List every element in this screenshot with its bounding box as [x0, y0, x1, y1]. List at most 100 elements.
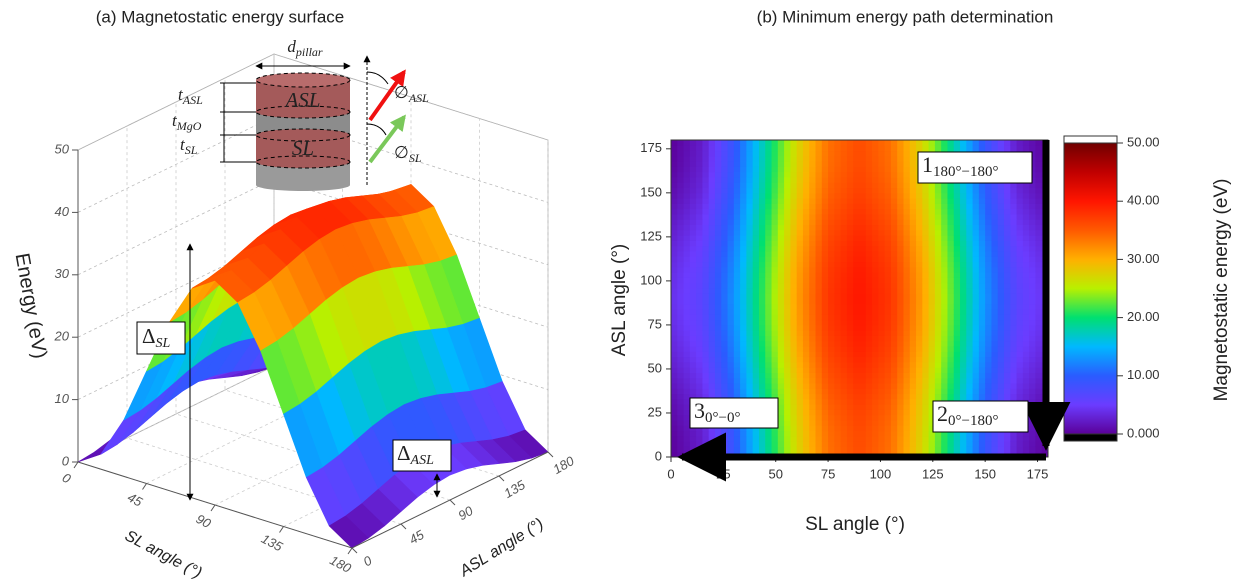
contour-cell: [884, 309, 892, 315]
contour-cell: [740, 293, 747, 299]
contour-cell: [903, 303, 911, 310]
contour-cell: [947, 361, 955, 368]
contour-cell: [784, 245, 791, 252]
contour-cell: [890, 192, 898, 199]
contour-cell: [708, 303, 716, 310]
contour-cell: [972, 367, 980, 373]
contour-cell: [765, 203, 773, 210]
contour-cell: [771, 250, 779, 257]
contour-cell: [784, 287, 791, 294]
contour-cell: [689, 176, 697, 183]
contour-cell: [746, 203, 754, 210]
contour-cell: [934, 388, 942, 395]
contour-cell: [702, 219, 710, 226]
contour-cell: [903, 229, 911, 236]
contour-cell: [771, 430, 779, 437]
contour-cell: [934, 367, 942, 373]
contour-cell: [796, 435, 804, 442]
contour-cell: [991, 282, 999, 289]
contour-cell: [740, 272, 747, 278]
x-axis-title: SL angle (°): [805, 514, 905, 535]
contour-cell: [1029, 324, 1036, 331]
contour-cell: [890, 377, 898, 384]
contour-cell: [890, 224, 898, 231]
contour-cell: [777, 420, 785, 426]
contour-cell: [966, 182, 974, 189]
contour-cell: [815, 282, 823, 289]
contour-cell: [897, 356, 904, 363]
contour-cell: [922, 203, 930, 210]
contour-cell: [1035, 145, 1043, 152]
contour-cell: [689, 393, 697, 400]
contour-cell: [928, 372, 936, 379]
contour-cell: [721, 324, 729, 331]
contour-cell: [1035, 187, 1043, 194]
contour-cell: [840, 367, 848, 373]
contour-cell: [771, 346, 779, 352]
contour-cell: [809, 367, 817, 373]
contour-cell: [947, 256, 955, 263]
contour-cell: [784, 404, 791, 410]
contour-cell: [947, 383, 955, 389]
contour-cell: [834, 346, 842, 352]
contour-cell: [960, 208, 967, 215]
contour-cell: [702, 145, 710, 152]
contour-cell: [922, 361, 930, 368]
contour-cell: [865, 377, 873, 384]
contour-cell: [1029, 229, 1036, 236]
contour-cell: [872, 293, 879, 299]
contour-cell: [897, 335, 904, 342]
contour-cell: [972, 330, 980, 336]
contour-cell: [928, 208, 936, 215]
z-tick-label: 20: [54, 329, 70, 344]
contour-cell: [746, 287, 754, 294]
contour-cell: [960, 335, 967, 342]
contour-cell: [683, 398, 691, 405]
contour-cell: [872, 208, 879, 215]
contour-cell: [683, 161, 691, 167]
contour-cell: [960, 377, 967, 384]
contour-cell: [727, 314, 735, 321]
contour-cell: [727, 213, 735, 220]
contour-cell: [671, 287, 678, 294]
contour-cell: [746, 266, 754, 273]
contour-cell: [1016, 346, 1024, 352]
contour-cell: [733, 155, 741, 162]
contour-cell: [1035, 346, 1043, 352]
contour-cell: [1010, 261, 1018, 268]
contour-cell: [916, 187, 923, 194]
contour-cell: [978, 367, 986, 373]
contour-cell: [784, 330, 791, 336]
contour-cell: [784, 314, 791, 321]
contour-cell: [809, 335, 817, 342]
contour-cell: [696, 435, 703, 442]
contour-cell: [821, 282, 829, 289]
contour-cell: [777, 140, 785, 146]
contour-cell: [708, 324, 716, 331]
contour-cell: [872, 340, 879, 347]
contour-cell: [947, 393, 955, 400]
contour-cell: [702, 282, 710, 289]
contour-cell: [821, 171, 829, 178]
contour-cell: [796, 383, 804, 389]
contour-cell: [752, 171, 760, 178]
contour-cell: [966, 266, 974, 273]
contour-cell: [683, 224, 691, 231]
contour-cell: [834, 145, 842, 152]
contour-cell: [1010, 330, 1018, 336]
contour-cell: [840, 224, 848, 231]
contour-cell: [909, 351, 917, 358]
contour-cell: [966, 282, 974, 289]
contour-cell: [953, 145, 961, 152]
contour-cell: [746, 256, 754, 263]
contour-cell: [1029, 414, 1036, 421]
contour-cell: [828, 187, 835, 194]
contour-cell: [696, 219, 703, 226]
contour-cell: [872, 303, 879, 310]
contour-cell: [1016, 367, 1024, 373]
contour-cell: [928, 192, 936, 199]
contour-cell: [815, 430, 823, 437]
contour-cell: [802, 240, 810, 247]
contour-cell: [953, 293, 961, 299]
